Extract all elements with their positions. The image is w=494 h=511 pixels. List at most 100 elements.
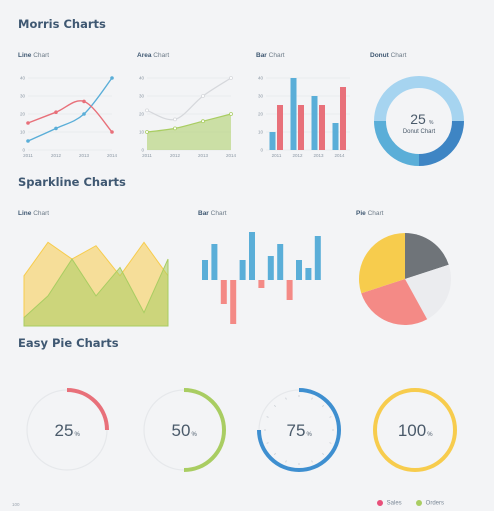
bar bbox=[332, 123, 339, 150]
legend-swatch-orders bbox=[415, 500, 422, 507]
easy-pie-tick bbox=[322, 404, 325, 407]
data-point bbox=[201, 94, 205, 98]
bar bbox=[311, 96, 318, 150]
morris-area-chart: 0 10 20 30 40 2011 2012 2013 2014 bbox=[139, 76, 237, 159]
y-tick-label: 40 bbox=[20, 76, 26, 81]
spark-bar bbox=[220, 280, 227, 304]
series-line-1 bbox=[27, 100, 113, 133]
easy-pie-charts: 25% 50% 75% 100% bbox=[26, 388, 457, 472]
y-tick-label: 10 bbox=[258, 130, 264, 135]
x-tick-label: 2014 bbox=[226, 153, 237, 158]
x-tick-label: 2012 bbox=[51, 153, 62, 158]
y-tick-label: 30 bbox=[20, 94, 26, 99]
data-point bbox=[173, 126, 177, 131]
bar bbox=[269, 132, 276, 150]
x-tick-label: 2013 bbox=[79, 153, 90, 158]
easy-pie-value: 100 bbox=[398, 421, 426, 440]
legend-swatch-sales bbox=[376, 500, 383, 507]
spark-bar bbox=[286, 280, 293, 300]
easy-pie-tick bbox=[322, 453, 325, 456]
morris-line-label: Line Chart bbox=[18, 52, 50, 59]
easy-pie-value: 75 bbox=[287, 421, 306, 440]
data-point bbox=[173, 117, 177, 122]
easy-pie-arc bbox=[66, 388, 109, 431]
easy-pie-section-title: Easy Pie Charts bbox=[18, 336, 119, 350]
easy-pie-tick bbox=[266, 442, 269, 444]
morris-donut-label: Donut Chart bbox=[370, 52, 407, 59]
morris-section-title: Morris Charts bbox=[18, 17, 106, 31]
donut-center-value: 25 bbox=[410, 111, 426, 127]
easy-pie-tick bbox=[329, 442, 332, 444]
spark-bar bbox=[211, 244, 218, 280]
data-point bbox=[110, 76, 114, 80]
easy-pie-unit: % bbox=[427, 432, 433, 438]
easy-pie-tick bbox=[273, 453, 276, 456]
spark-bar bbox=[258, 280, 265, 288]
donut-segment bbox=[374, 120, 420, 166]
legend-item-sales: Sales bbox=[376, 500, 402, 507]
spark-bar bbox=[267, 256, 274, 280]
sparkline-section-title: Sparkline Charts bbox=[18, 175, 126, 189]
easy-pie-tick bbox=[311, 397, 313, 400]
y-tick-label: 20 bbox=[20, 112, 26, 117]
x-tick-label: 2011 bbox=[272, 153, 282, 158]
y-tick-label: 0 bbox=[141, 148, 144, 153]
easy-pie-value: 25 bbox=[55, 421, 74, 440]
bar bbox=[277, 105, 283, 150]
spark-pie-label: Pie Chart bbox=[356, 210, 384, 217]
legend-item-orders: Orders bbox=[415, 500, 444, 507]
y-tick-label: 0 bbox=[22, 148, 25, 153]
pie-slice bbox=[405, 264, 451, 320]
legend: Sales Orders bbox=[376, 500, 444, 507]
spark-bar bbox=[239, 260, 246, 280]
easy-pie-tick bbox=[285, 460, 287, 463]
easy-pie-tick bbox=[311, 460, 313, 463]
x-tick-label: 2013 bbox=[313, 153, 324, 158]
easy-pie-tick bbox=[285, 397, 287, 400]
y-tick-label: 10 bbox=[139, 130, 145, 135]
series-line-0 bbox=[146, 77, 232, 121]
easy-pie-arc bbox=[183, 388, 226, 472]
data-point bbox=[229, 112, 233, 116]
data-point bbox=[145, 130, 149, 134]
spark-bar bbox=[249, 232, 255, 280]
bar bbox=[340, 87, 346, 150]
page-number: 100 bbox=[12, 502, 20, 507]
x-tick-label: 2014 bbox=[334, 153, 345, 158]
y-tick-label: 30 bbox=[258, 94, 264, 99]
y-tick-label: 40 bbox=[258, 76, 264, 81]
y-tick-label: 30 bbox=[139, 94, 145, 99]
y-tick-label: 20 bbox=[258, 112, 264, 117]
y-tick-label: 10 bbox=[20, 130, 26, 135]
spark-bar bbox=[296, 260, 302, 280]
spark-pie-chart bbox=[359, 233, 451, 325]
easy-pie-value: 50 bbox=[172, 421, 191, 440]
easy-pie-tick bbox=[273, 404, 276, 407]
easy-pie-unit: % bbox=[75, 432, 81, 438]
x-tick-label: 2012 bbox=[292, 153, 303, 158]
morris-area-label: Area Chart bbox=[137, 52, 170, 59]
series-line-0 bbox=[27, 77, 113, 142]
data-point bbox=[229, 76, 233, 80]
spark-bar bbox=[305, 268, 312, 280]
y-tick-label: 20 bbox=[139, 112, 145, 117]
bar bbox=[290, 78, 297, 150]
pie-slice bbox=[361, 279, 428, 325]
y-tick-label: 0 bbox=[260, 148, 263, 153]
series-line-1 bbox=[146, 113, 232, 133]
easy-pie-unit: % bbox=[307, 432, 313, 438]
easy-pie-unit: % bbox=[192, 432, 198, 438]
spark-bar bbox=[202, 260, 208, 280]
x-tick-label: 2012 bbox=[170, 153, 181, 158]
spark-bar-label: Bar Chart bbox=[198, 210, 227, 217]
spark-bar bbox=[314, 236, 321, 280]
donut-segment bbox=[374, 76, 464, 122]
x-tick-label: 2013 bbox=[198, 153, 209, 158]
data-point bbox=[26, 121, 30, 125]
x-tick-label: 2014 bbox=[107, 153, 118, 158]
area-fill bbox=[147, 114, 231, 150]
data-point bbox=[82, 99, 86, 104]
donut-segment bbox=[418, 120, 464, 166]
data-point bbox=[201, 119, 205, 124]
easy-pie-arc bbox=[257, 388, 341, 472]
